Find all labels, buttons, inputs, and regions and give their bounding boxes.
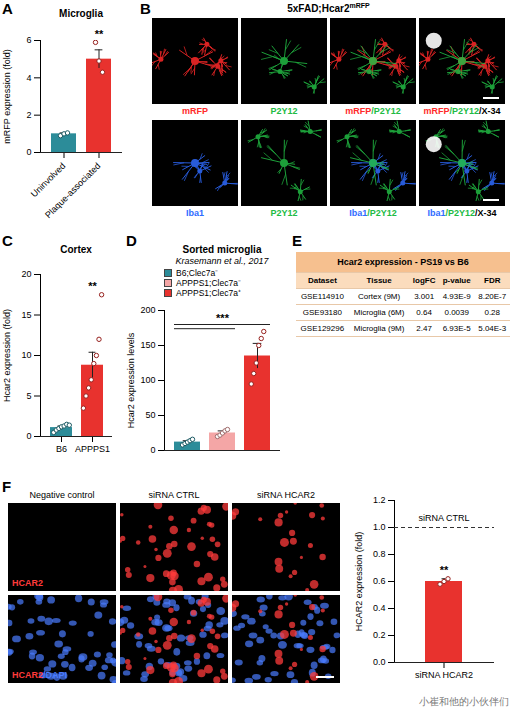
html-text:0.0039: 0.0039: [444, 308, 469, 317]
html-text:Cortex: Cortex: [60, 244, 92, 255]
svg-text:mRFP expression (fold): mRFP expression (fold): [2, 49, 12, 143]
html-text:GSE93180: GSE93180: [302, 308, 342, 317]
html-text:APPPS1;Clec7a⁻: APPPS1;Clec7a⁻: [176, 278, 241, 288]
html-text:Microglia (6M): Microglia (6M): [353, 308, 405, 317]
html-text:F: F: [2, 478, 12, 495]
svg-text:2: 2: [26, 110, 31, 120]
svg-text:HCAR2 expression (fold): HCAR2 expression (fold): [354, 532, 364, 632]
html-text:D: D: [126, 232, 137, 249]
html-text:Negative control: Negative control: [29, 490, 95, 500]
html-text:5.04E-3: 5.04E-3: [478, 324, 507, 333]
html-text:A: A: [2, 0, 13, 17]
svg-text:100: 100: [140, 375, 155, 385]
svg-text:Hcar2 expression levels: Hcar2 expression levels: [126, 332, 136, 428]
svg-text:siRNA HCAR2: siRNA HCAR2: [415, 670, 473, 680]
html-text:mRFP: mRFP: [182, 106, 208, 116]
svg-text:**: **: [88, 280, 97, 292]
html-text:Tissue: Tissue: [366, 276, 392, 285]
html-text:Microglia: Microglia: [59, 8, 103, 19]
html-text:mRFP /P2Y12: mRFP /P2Y12: [345, 106, 401, 116]
html-text:logFC: logFC: [412, 276, 436, 285]
svg-text:Hcar2 expression (fold): Hcar2 expression (fold): [2, 309, 12, 402]
html-text:P2Y12: P2Y12: [270, 208, 298, 218]
html-text:Dataset: Dataset: [307, 276, 337, 285]
html-text:5xFAD;Hcar2mRFP: 5xFAD;Hcar2mRFP: [287, 2, 370, 15]
svg-text:0: 0: [26, 431, 31, 441]
html-text:siRNA HCAR2: siRNA HCAR2: [257, 490, 315, 500]
svg-text:0.6: 0.6: [373, 576, 386, 586]
html-text:B6;Clec7a⁻: B6;Clec7a⁻: [176, 268, 219, 278]
html-text:0.28: 0.28: [484, 308, 500, 317]
svg-text:0.0: 0.0: [373, 657, 386, 667]
html-text:p-value: p-value: [442, 276, 471, 285]
svg-text:5: 5: [26, 391, 31, 401]
svg-text:0.2: 0.2: [373, 630, 386, 640]
svg-text:HCAR2/DAPI: HCAR2/DAPI: [12, 670, 67, 680]
svg-text:HCAR2: HCAR2: [12, 578, 43, 588]
html-text:GSE114910: GSE114910: [300, 292, 344, 301]
html-text:Cortex (9M): Cortex (9M): [358, 292, 401, 301]
html-text:小崔和他的小伙伴们: 小崔和他的小伙伴们: [419, 696, 509, 707]
svg-text:0.4: 0.4: [373, 603, 386, 613]
svg-text:Uninvolved: Uninvolved: [28, 160, 68, 200]
svg-text:50: 50: [145, 410, 155, 420]
html-text:Microglia (9M): Microglia (9M): [353, 324, 405, 333]
html-text:Iba1 /P2Y12: Iba1 /P2Y12: [349, 208, 397, 218]
svg-text:Plaque-associated: Plaque-associated: [43, 161, 102, 220]
html-text:FDR: FDR: [484, 276, 501, 285]
svg-text:0: 0: [150, 445, 155, 455]
html-text:APPPS1;Clec7a⁺: APPPS1;Clec7a⁺: [176, 288, 241, 298]
html-text:Iba1: Iba1: [186, 208, 204, 218]
svg-text:B6: B6: [56, 444, 67, 454]
svg-text:**: **: [95, 28, 104, 40]
html-text:Krasemann et al., 2017: Krasemann et al., 2017: [175, 256, 269, 266]
html-text:0.64: 0.64: [416, 308, 432, 317]
svg-text:4: 4: [26, 73, 31, 83]
svg-text:APPPS1: APPPS1: [75, 444, 110, 454]
html-text:B: B: [140, 0, 151, 17]
html-text:siRNA CTRL: siRNA CTRL: [148, 490, 200, 500]
svg-text:150: 150: [140, 340, 155, 350]
html-text:E: E: [292, 232, 302, 249]
html-text:mRFP /P2Y12 /X-34: mRFP /P2Y12 /X-34: [423, 106, 501, 116]
svg-text:1.0: 1.0: [373, 522, 386, 532]
svg-text:15: 15: [21, 310, 31, 320]
svg-text:1.2: 1.2: [373, 495, 386, 505]
html-text:3.001: 3.001: [414, 292, 435, 301]
html-text:GSE129296: GSE129296: [300, 324, 345, 333]
html-text:8.20E-7: 8.20E-7: [478, 292, 507, 301]
html-text:2.47: 2.47: [416, 324, 432, 333]
html-text:6.93E-5: 6.93E-5: [442, 324, 471, 333]
html-text:C: C: [2, 232, 13, 249]
svg-text:0.8: 0.8: [373, 549, 386, 559]
html-text:Hcar2 expression - PS19 vs B6: Hcar2 expression - PS19 vs B6: [337, 257, 469, 267]
html-text:Sorted microglia: Sorted microglia: [182, 244, 262, 255]
svg-text:6: 6: [26, 35, 31, 45]
svg-text:0: 0: [26, 147, 31, 157]
svg-text:10: 10: [21, 350, 31, 360]
svg-text:siRNA CTRL: siRNA CTRL: [418, 513, 469, 523]
svg-text:200: 200: [140, 305, 155, 315]
svg-text:***: ***: [216, 312, 230, 324]
svg-text:20: 20: [21, 269, 31, 279]
html-text:4.93E-9: 4.93E-9: [442, 292, 471, 301]
html-text:P2Y12: P2Y12: [270, 106, 298, 116]
html-text:Iba1 /P2Y12 /X-34: Iba1 /P2Y12 /X-34: [427, 208, 497, 218]
svg-text:**: **: [440, 564, 449, 576]
